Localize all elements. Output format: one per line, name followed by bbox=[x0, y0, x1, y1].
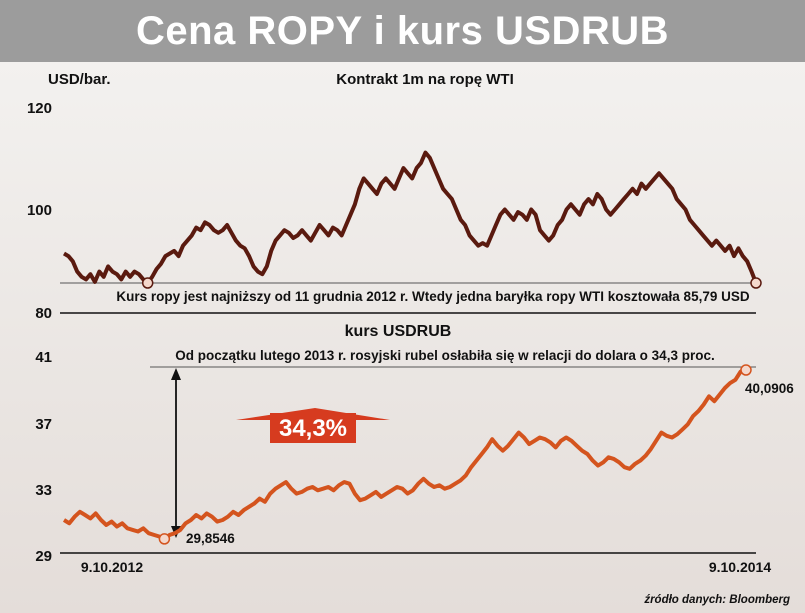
change-badge-label: 34,3% bbox=[279, 415, 347, 442]
rub-series-line bbox=[62, 368, 747, 541]
rub-ytick-29: 29 bbox=[35, 548, 52, 565]
rub-xtick-end: 9.10.2014 bbox=[709, 559, 771, 575]
oil-ytick-80: 80 bbox=[35, 305, 52, 322]
rub-chart-title: kurs USDRUB bbox=[345, 323, 452, 340]
rub-end-marker bbox=[740, 364, 752, 376]
oil-chart-title: Kontrakt 1m na ropę WTI bbox=[336, 71, 514, 88]
oil-min-marker-2012 bbox=[141, 277, 154, 289]
page-title: Cena ROPY i kurs USDRUB bbox=[135, 8, 670, 53]
title-bar: Cena ROPY i kurs USDRUB bbox=[0, 0, 805, 62]
rub-xtick-start: 9.10.2012 bbox=[81, 559, 143, 575]
rub-start-marker bbox=[158, 533, 171, 545]
oil-ytick-120: 120 bbox=[27, 100, 52, 117]
rub-ytick-37: 37 bbox=[35, 416, 52, 433]
rub-ytick-41: 41 bbox=[35, 349, 52, 366]
change-arrow-head-up bbox=[171, 368, 181, 380]
oil-annotation: Kurs ropy jest najniższy od 11 grudnia 2… bbox=[116, 289, 749, 304]
oil-ylabel: USD/bar. bbox=[48, 71, 111, 88]
oil-series bbox=[62, 150, 762, 289]
oil-series-line bbox=[62, 150, 758, 285]
change-badge-box bbox=[270, 413, 356, 443]
rub-ytick-33: 33 bbox=[35, 482, 52, 499]
source-note: źródło danych: Bloomberg bbox=[643, 594, 790, 606]
oil-min-marker-2014 bbox=[750, 277, 762, 289]
oil-ytick-100: 100 bbox=[27, 202, 52, 219]
chart-background bbox=[0, 62, 805, 613]
rub-start-label: 29,8546 bbox=[186, 531, 235, 546]
rub-end-label: 40,0906 bbox=[745, 381, 794, 396]
rub-series bbox=[62, 364, 752, 545]
rub-annotation: Od początku lutego 2013 r. rosyjski rube… bbox=[175, 348, 714, 363]
